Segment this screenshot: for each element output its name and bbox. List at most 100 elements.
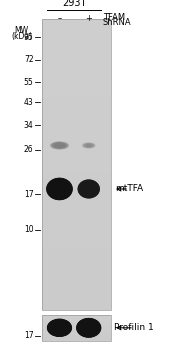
Bar	[42, 266, 111, 271]
Text: 10: 10	[24, 225, 34, 234]
Bar	[42, 327, 111, 328]
Ellipse shape	[55, 325, 64, 331]
Ellipse shape	[47, 319, 72, 337]
Ellipse shape	[47, 319, 72, 337]
Ellipse shape	[50, 141, 69, 150]
Ellipse shape	[84, 185, 93, 192]
Ellipse shape	[81, 322, 97, 334]
Ellipse shape	[49, 320, 70, 335]
Ellipse shape	[78, 180, 99, 198]
Bar	[42, 340, 111, 341]
Ellipse shape	[47, 179, 72, 199]
Ellipse shape	[51, 182, 68, 196]
Ellipse shape	[77, 180, 100, 198]
Bar	[42, 77, 111, 82]
Ellipse shape	[51, 182, 68, 196]
Ellipse shape	[84, 185, 93, 193]
Ellipse shape	[85, 325, 92, 331]
Ellipse shape	[48, 180, 71, 198]
Ellipse shape	[55, 324, 64, 331]
Ellipse shape	[76, 318, 101, 338]
Ellipse shape	[80, 321, 97, 334]
Ellipse shape	[82, 323, 96, 333]
Ellipse shape	[81, 182, 96, 196]
Ellipse shape	[54, 324, 65, 332]
Ellipse shape	[52, 142, 67, 149]
Ellipse shape	[52, 142, 67, 149]
Ellipse shape	[50, 181, 69, 197]
Bar	[42, 63, 111, 68]
Bar	[42, 198, 111, 203]
Ellipse shape	[55, 185, 64, 192]
Ellipse shape	[79, 181, 99, 197]
Ellipse shape	[83, 323, 95, 333]
Ellipse shape	[83, 323, 95, 332]
Ellipse shape	[50, 141, 69, 150]
Ellipse shape	[83, 143, 95, 148]
Text: 17: 17	[24, 331, 34, 340]
Ellipse shape	[47, 179, 72, 199]
Ellipse shape	[56, 186, 63, 192]
Bar	[42, 232, 111, 237]
Bar	[42, 121, 111, 126]
Ellipse shape	[82, 323, 95, 333]
Ellipse shape	[46, 178, 73, 200]
Ellipse shape	[51, 142, 67, 149]
Ellipse shape	[51, 322, 68, 334]
Ellipse shape	[81, 183, 96, 195]
Ellipse shape	[81, 322, 96, 334]
Ellipse shape	[85, 186, 93, 192]
Bar	[42, 326, 111, 327]
Ellipse shape	[50, 142, 69, 149]
Ellipse shape	[48, 319, 71, 336]
Ellipse shape	[78, 180, 99, 198]
Bar	[42, 34, 111, 39]
Ellipse shape	[55, 325, 64, 331]
Ellipse shape	[54, 324, 65, 332]
Ellipse shape	[81, 322, 97, 334]
Bar	[42, 165, 111, 169]
Ellipse shape	[51, 142, 68, 149]
Ellipse shape	[54, 184, 65, 194]
Ellipse shape	[80, 182, 98, 196]
Ellipse shape	[52, 183, 67, 195]
Bar	[42, 316, 111, 317]
Bar	[42, 338, 111, 339]
Bar	[42, 102, 111, 106]
Text: 95: 95	[24, 33, 34, 42]
Ellipse shape	[49, 321, 70, 335]
Ellipse shape	[82, 183, 96, 195]
Ellipse shape	[51, 182, 68, 196]
Ellipse shape	[46, 177, 73, 200]
Ellipse shape	[51, 142, 68, 149]
Ellipse shape	[81, 182, 97, 196]
Ellipse shape	[47, 178, 72, 200]
Bar	[42, 237, 111, 242]
Ellipse shape	[83, 143, 94, 148]
Ellipse shape	[78, 319, 100, 337]
Ellipse shape	[83, 323, 94, 332]
Ellipse shape	[53, 323, 66, 332]
Bar	[42, 305, 111, 310]
Bar	[42, 135, 111, 140]
Text: 26: 26	[24, 145, 34, 155]
Ellipse shape	[83, 184, 95, 194]
Bar	[42, 39, 111, 44]
Ellipse shape	[53, 183, 66, 195]
Ellipse shape	[50, 141, 69, 150]
Ellipse shape	[52, 182, 67, 196]
Ellipse shape	[85, 186, 92, 192]
Bar	[42, 82, 111, 87]
Bar	[42, 92, 111, 97]
Text: Profilin 1: Profilin 1	[114, 323, 154, 332]
Text: TFAM: TFAM	[103, 13, 125, 22]
Bar	[42, 325, 111, 326]
Text: 72: 72	[24, 55, 34, 64]
Ellipse shape	[77, 319, 100, 337]
Bar	[42, 329, 111, 330]
Bar	[42, 322, 111, 323]
Ellipse shape	[83, 143, 94, 148]
Ellipse shape	[50, 321, 69, 335]
Ellipse shape	[48, 179, 71, 199]
Text: (kDa): (kDa)	[11, 32, 32, 41]
